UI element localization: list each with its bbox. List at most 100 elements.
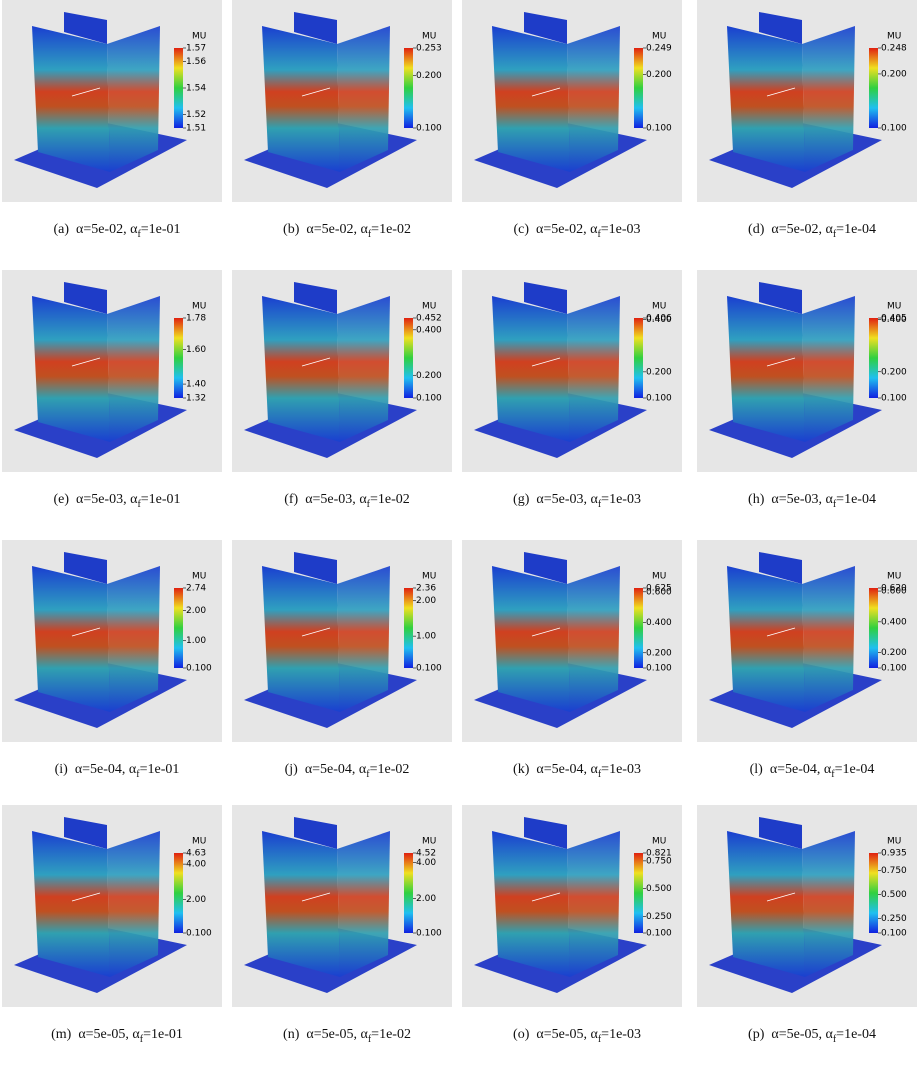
caption-alpha-f: α <box>360 222 368 237</box>
caption-alpha-f: α <box>130 222 138 237</box>
wall-right <box>107 566 160 712</box>
caption-subscript: f <box>137 228 141 240</box>
colorbar-tick-label: 1.32 <box>186 394 206 404</box>
colorbar-title: MU <box>652 302 666 312</box>
caption-alpha-f: α <box>590 762 598 777</box>
colorbar <box>174 318 183 398</box>
panel: MU 0.405 0.400 0.200 0.100 (h) α=5e-03, αf=1e… <box>697 270 922 532</box>
colorbar-tick-label: 0.200 <box>881 69 907 79</box>
colorbar-tick-label: 0.406 <box>646 314 672 324</box>
back-wall <box>524 817 567 849</box>
wall-left <box>492 296 570 442</box>
colorbar-tick-label: 4.63 <box>186 849 206 859</box>
colorbar-tick-label: 0.100 <box>881 929 907 939</box>
colorbar-tick-label: 0.200 <box>646 367 672 377</box>
colorbar-title: MU <box>887 302 901 312</box>
colorbar-tick-label: 1.54 <box>186 84 206 94</box>
caption-alpha-f: α <box>590 492 598 507</box>
caption-alpha-f: α <box>590 222 598 237</box>
caption-alpha-f-value: =1e-01 <box>143 1027 183 1042</box>
colorbar-tick-label: 0.600 <box>881 587 907 597</box>
wall-left <box>262 831 340 977</box>
probe-line <box>766 627 796 637</box>
probe-line <box>71 87 101 97</box>
colorbar-tick-label: 0.200 <box>881 367 907 377</box>
probe-line <box>301 627 331 637</box>
wall-right <box>337 831 390 977</box>
colorbar <box>634 853 643 933</box>
panel: MU 0.406 0.400 0.200 0.100 (g) α=5e-03, αf=1e… <box>462 270 692 532</box>
colorbar-tick-label: 1.51 <box>186 124 206 134</box>
colorbar-tick-label: 0.250 <box>881 914 907 924</box>
caption-alpha-f-value: =1e-01 <box>139 762 180 777</box>
panel: MU 0.248 0.200 0.100 (d) α=5e-02, αf=1e-04 <box>697 0 922 262</box>
colorbar-title: MU <box>422 837 436 847</box>
caption-alpha-f: α <box>825 222 833 237</box>
colorbar-tick-label: 0.400 <box>881 315 907 325</box>
caption-tag: (l) <box>749 762 763 777</box>
caption-subscript: f <box>367 1033 372 1045</box>
colorbar-tick-label: 0.500 <box>881 890 907 900</box>
colorbar-tick-label: 1.56 <box>186 57 206 67</box>
wall-right <box>802 26 855 172</box>
colorbar <box>174 853 183 933</box>
caption-tag: (g) <box>513 492 530 507</box>
colorbar-tick-label: 0.100 <box>881 394 907 404</box>
probe-line <box>531 87 561 97</box>
caption-subscript: f <box>597 228 601 240</box>
caption-tag: (m) <box>51 1027 72 1042</box>
colorbar-tick-label: 0.100 <box>416 929 442 939</box>
back-wall <box>294 817 337 849</box>
colorbar <box>174 48 183 128</box>
probe-line <box>766 87 796 97</box>
panel: MU 0.452 0.400 0.200 0.100 (f) α=5e-03, αf=1e… <box>232 270 462 532</box>
panel: MU 0.249 0.200 0.100 (c) α=5e-02, αf=1e-03 <box>462 0 692 262</box>
wall-right <box>567 26 620 172</box>
caption-alpha-f-value: =1e-02 <box>370 492 410 507</box>
colorbar-tick-label: 2.74 <box>186 584 206 594</box>
colorbar-tick-label: 0.200 <box>416 71 442 81</box>
caption-alpha: α=5e-03, <box>75 492 127 507</box>
panel: MU 1.57 1.56 1.54 1.52 1.51 (a) α=5e-02, αf=1e… <box>2 0 232 262</box>
wall-left <box>32 566 110 712</box>
back-wall <box>759 552 802 584</box>
caption: (a) α=5e-02, αf=1e-01 <box>2 222 232 240</box>
panel: MU 0.620 0.600 0.400 0.200 0.100 (l) α=5e-04, … <box>697 540 922 802</box>
colorbar <box>869 48 878 128</box>
caption: (n) α=5e-05, αf=1e-02 <box>232 1027 462 1045</box>
colorbar-title: MU <box>192 302 206 312</box>
caption-alpha: α=5e-04, <box>536 762 587 777</box>
colorbar <box>634 48 643 128</box>
caption-alpha-f: α <box>360 1027 368 1042</box>
caption-subscript: f <box>597 498 602 510</box>
caption-tag: (c) <box>513 222 529 237</box>
colorbar-tick-label: 0.600 <box>646 587 672 597</box>
wall-right <box>802 831 855 977</box>
caption-tag: (e) <box>53 492 69 507</box>
back-wall <box>64 12 107 44</box>
caption-tag: (o) <box>513 1027 530 1042</box>
colorbar-title: MU <box>652 572 666 582</box>
caption-alpha: α=5e-04, <box>769 762 821 777</box>
colorbar-title: MU <box>422 32 436 42</box>
colorbar-tick-label: 0.248 <box>881 44 907 54</box>
colorbar-tick-label: 0.100 <box>881 124 907 134</box>
probe-line <box>71 357 101 367</box>
caption-alpha: α=5e-02, <box>306 222 357 237</box>
colorbar-tick-label: 1.40 <box>186 380 206 390</box>
back-wall <box>64 552 107 584</box>
colorbar-tick-label: 0.100 <box>646 394 672 404</box>
caption-alpha: α=5e-03, <box>305 492 356 507</box>
colorbar <box>404 48 413 128</box>
caption: (l) α=5e-04, αf=1e-04 <box>697 762 922 780</box>
colorbar <box>869 318 878 398</box>
caption-alpha-f: α <box>128 762 137 777</box>
caption-alpha-f-value: =1e-04 <box>836 492 876 507</box>
back-wall <box>759 282 802 314</box>
colorbar-tick-label: 0.250 <box>646 912 672 922</box>
probe-line <box>766 892 796 902</box>
caption-alpha-f-value: =1e-02 <box>369 762 410 777</box>
